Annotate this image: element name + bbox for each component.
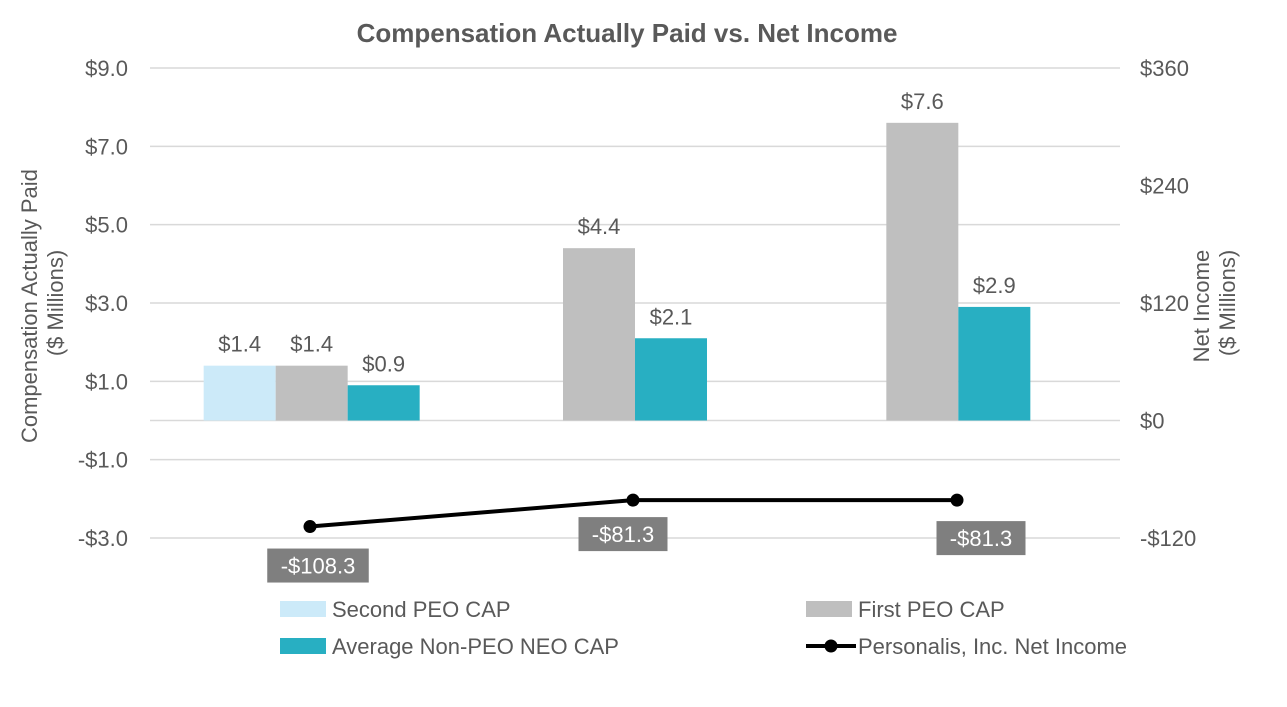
legend-label: Personalis, Inc. Net Income [858, 634, 1127, 659]
legend-label: First PEO CAP [858, 597, 1005, 622]
bar-first-peo-cap [275, 365, 348, 421]
right-axis-title: Net Income ($ Millions) [1189, 244, 1240, 363]
left-axis-title-line1: Compensation Actually Paid [17, 169, 42, 443]
net-income-value-label: -$81.3 [950, 526, 1012, 551]
net-income-value-label: -$108.3 [281, 554, 356, 579]
bar-second-peo-cap [203, 365, 276, 421]
legend-swatch [280, 601, 326, 617]
legend-swatch [806, 601, 852, 617]
left-tick-label: $3.0 [85, 291, 128, 316]
left-tick-label: $7.0 [85, 134, 128, 159]
right-tick-label: $0 [1140, 409, 1164, 434]
net-income-label-box [267, 548, 369, 583]
left-axis-ticks: $9.0 $7.0 $5.0 $3.0 $1.0 -$1.0 -$3.0 [78, 56, 128, 551]
net-income-point [303, 520, 317, 534]
right-axis-title-line2: ($ Millions) [1215, 250, 1240, 356]
bar-labels: $1.4 $1.4 $0.9 $4.4 $2.1 $7.6 $2.9 [218, 89, 1015, 376]
bar-first-peo-cap [563, 248, 635, 421]
bar-value-label: $4.4 [578, 214, 621, 239]
bar-value-label: $2.9 [973, 273, 1016, 298]
bar-average-non-peo-neo-cap [347, 385, 420, 421]
legend: Second PEO CAP First PEO CAP Average Non-P… [280, 597, 1127, 659]
bar-value-label: $7.6 [901, 89, 944, 114]
right-axis-ticks: $360 $240 $120 $0 -$120 [1140, 56, 1196, 551]
bar-average-non-peo-neo-cap [958, 306, 1031, 421]
legend-marker [824, 639, 838, 653]
left-tick-label: $5.0 [85, 213, 128, 238]
legend-swatch [280, 638, 326, 654]
chart-title: Compensation Actually Paid vs. Net Incom… [357, 18, 898, 48]
bar-value-label: $0.9 [362, 351, 405, 376]
bar-value-label: $1.4 [290, 332, 333, 357]
left-tick-label: -$1.0 [78, 448, 128, 473]
legend-label: Average Non-PEO NEO CAP [332, 634, 619, 659]
bar-value-label: $2.1 [650, 304, 693, 329]
left-axis-title-line2: ($ Millions) [43, 250, 68, 356]
left-tick-label: -$3.0 [78, 526, 128, 551]
right-tick-label: $360 [1140, 56, 1189, 81]
left-axis-title: Compensation Actually Paid ($ Millions) [17, 163, 68, 443]
net-income-label-box [936, 521, 1026, 556]
net-income-point [950, 493, 964, 507]
bar-average-non-peo-neo-cap [635, 338, 707, 421]
right-tick-label: -$120 [1140, 526, 1196, 551]
legend-label: Second PEO CAP [332, 597, 511, 622]
bars [203, 122, 1031, 421]
bar-value-label: $1.4 [218, 332, 261, 357]
left-tick-label: $9.0 [85, 56, 128, 81]
net-income-line-group: -$108.3 -$81.3 -$81.3 [267, 493, 1026, 583]
right-tick-label: $240 [1140, 174, 1189, 199]
net-income-point [626, 493, 640, 507]
right-tick-label: $120 [1140, 291, 1189, 316]
net-income-value-label: -$81.3 [592, 522, 654, 547]
net-income-label-box [578, 517, 668, 552]
left-tick-label: $1.0 [85, 369, 128, 394]
bar-first-peo-cap [886, 122, 959, 421]
right-axis-title-line1: Net Income [1189, 250, 1214, 363]
